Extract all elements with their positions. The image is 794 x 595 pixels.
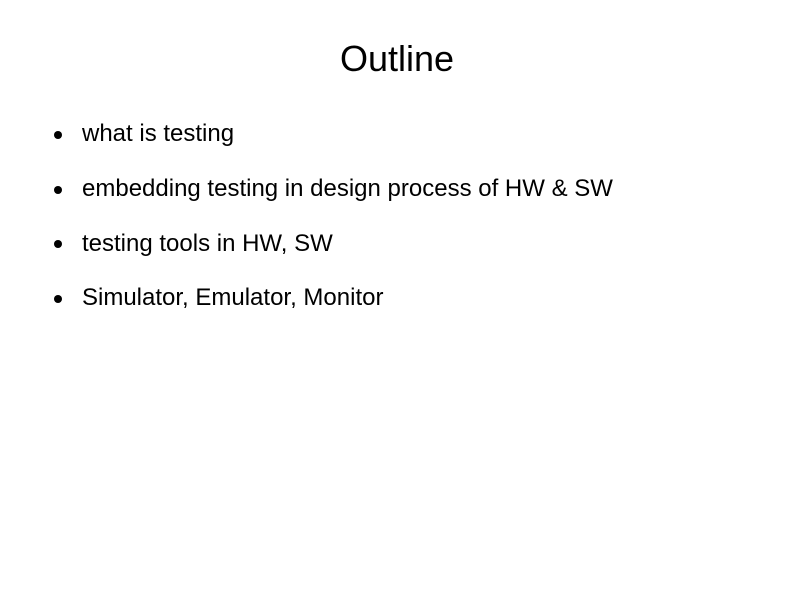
list-item: Simulator, Emulator, Monitor — [54, 284, 794, 313]
slide-title: Outline — [0, 0, 794, 90]
list-item: what is testing — [54, 120, 794, 149]
bullet-list: what is testing embedding testing in des… — [0, 90, 794, 313]
list-item: embedding testing in design process of H… — [54, 175, 794, 204]
list-item: testing tools in HW, SW — [54, 230, 794, 259]
slide: Outline what is testing embedding testin… — [0, 0, 794, 595]
